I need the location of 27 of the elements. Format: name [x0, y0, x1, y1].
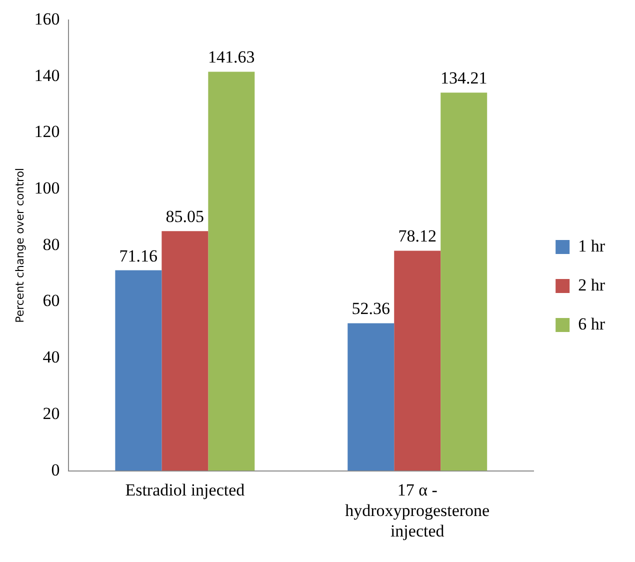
y-tick-label: 80	[42, 234, 60, 254]
y-tick-label: 0	[51, 460, 60, 480]
y-tick-label: 100	[34, 178, 60, 198]
y-tick-label: 40	[42, 348, 60, 367]
bar	[162, 231, 208, 471]
bar	[348, 323, 394, 471]
bar	[394, 250, 441, 471]
y-tick-label: 160	[34, 9, 60, 28]
data-label: 85.05	[166, 207, 204, 226]
bar	[208, 72, 255, 471]
legend-label: 2 hr	[578, 275, 606, 294]
y-tick-label: 60	[42, 291, 60, 310]
legend-label: 1 hr	[578, 236, 606, 256]
bar	[115, 270, 162, 471]
x-tick-label: Estradiol injected	[125, 480, 246, 500]
data-label: 78.12	[398, 226, 436, 246]
data-label: 52.36	[352, 299, 390, 318]
y-tick-label: 120	[34, 122, 60, 142]
x-tick-label: 17 α - hydroxyprogesterone injected	[345, 480, 490, 540]
bar	[440, 92, 488, 471]
data-label: 141.63	[208, 48, 255, 67]
data-label: 71.16	[119, 246, 158, 266]
legend-label: 6 hr	[578, 314, 606, 334]
y-tick-label: 20	[42, 404, 60, 423]
data-label: 134.21	[440, 68, 488, 88]
y-tick-label: 140	[34, 66, 60, 85]
y-axis-title: Percent change over control	[13, 168, 26, 323]
